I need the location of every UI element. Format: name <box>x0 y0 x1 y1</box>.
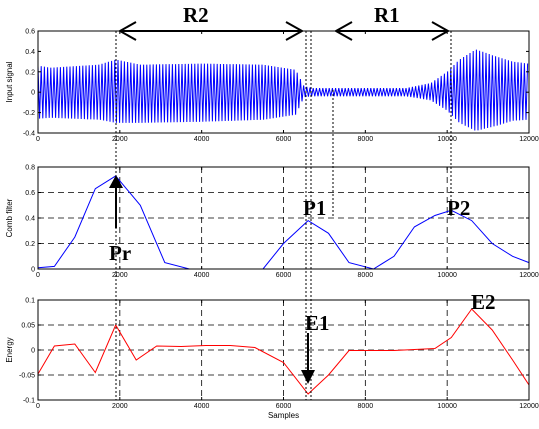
comb-filter-panel: 0 2000 4000 6000 8000 10000 12000 0 0.2 0.4 0.6 0.8… <box>5 165 539 280</box>
y-tick-label: -0.05 <box>19 373 35 380</box>
r2-arrow <box>117 21 305 41</box>
x-tick-label: 2000 <box>112 403 128 410</box>
y-tick-label: 0.2 <box>25 241 35 248</box>
x-tick-label: 2000 <box>112 272 128 279</box>
x-axis-label: Samples <box>268 411 299 420</box>
y-tick-label: 0.6 <box>25 29 35 36</box>
x-tick-label: 4000 <box>194 403 210 410</box>
series-line <box>37 175 530 270</box>
y-tick-label: 0 <box>31 90 35 97</box>
x-tick-label: 10000 <box>437 136 457 143</box>
signal-waveform <box>37 49 529 131</box>
x-tick-label: 8000 <box>358 403 374 410</box>
y-tick-label: -0.2 <box>23 110 35 117</box>
y-axis-label: Comb filter <box>5 198 14 237</box>
x-tick-label: 6000 <box>276 403 292 410</box>
y-tick-label: 0 <box>31 348 35 355</box>
x-tick-label: 4000 <box>194 136 210 143</box>
x-tick-label: 10000 <box>437 403 457 410</box>
x-tick-label: 12000 <box>519 272 539 279</box>
y-axis-label: Energy <box>5 337 14 362</box>
x-tick-label: 12000 <box>519 403 539 410</box>
label-r2: R2 <box>183 3 209 27</box>
x-tick-label: 6000 <box>276 272 292 279</box>
pr-arrow <box>109 175 123 228</box>
x-tick-label: 8000 <box>358 272 374 279</box>
y-tick-label: 0.4 <box>25 216 35 223</box>
energy-panel: 0 2000 4000 6000 8000 10000 12000 -0.1 -0.05 0 0.0… <box>5 298 539 421</box>
y-tick-label: 0.8 <box>25 165 35 172</box>
y-tick-label: 0.1 <box>25 298 35 305</box>
label-e2: E2 <box>471 290 496 314</box>
e1-arrow <box>301 333 315 384</box>
y-tick-label: 0.05 <box>21 323 35 330</box>
y-tick-label: 0.2 <box>25 69 35 76</box>
label-pr: Pr <box>109 241 131 265</box>
y-tick-label: -0.1 <box>23 398 35 405</box>
label-p2: P2 <box>447 196 470 220</box>
label-p1: P1 <box>303 196 326 220</box>
x-tick-label: 0 <box>36 136 40 143</box>
label-e1: E1 <box>305 311 330 335</box>
y-tick-label: 0.6 <box>25 190 35 197</box>
input-signal-panel: 0 2000 4000 6000 8000 10000 12000 -0.4 -0.2 0 0.2 0… <box>5 29 539 144</box>
x-tick-label: 10000 <box>437 272 457 279</box>
x-tick-label: 4000 <box>194 272 210 279</box>
y-axis-label: Input signal <box>5 61 14 102</box>
x-tick-label: 0 <box>36 272 40 279</box>
x-tick-label: 12000 <box>519 136 539 143</box>
y-tick-label: -0.4 <box>23 131 35 138</box>
label-r1: R1 <box>374 3 400 27</box>
x-tick-label: 6000 <box>276 136 292 143</box>
x-tick-label: 0 <box>36 403 40 410</box>
y-tick-label: 0 <box>31 267 35 274</box>
r1-arrow <box>333 21 451 41</box>
y-tick-label: 0.4 <box>25 49 35 56</box>
x-tick-label: 2000 <box>112 136 128 143</box>
series-line <box>37 308 530 395</box>
x-tick-label: 8000 <box>358 136 374 143</box>
